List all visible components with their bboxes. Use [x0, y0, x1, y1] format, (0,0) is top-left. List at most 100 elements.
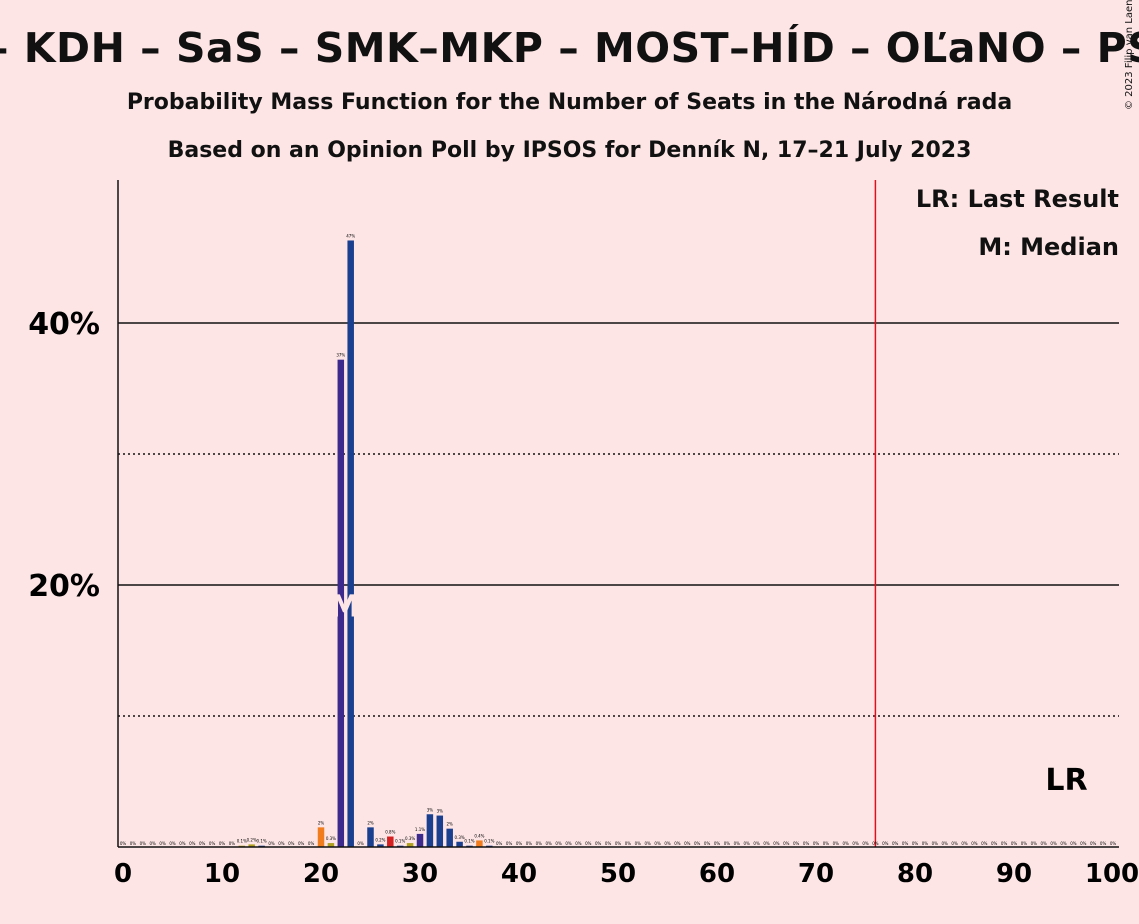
data-label: 0%	[862, 841, 869, 846]
bar	[347, 240, 354, 848]
data-label: 0%	[922, 841, 929, 846]
data-label: 0%	[189, 841, 196, 846]
bar	[367, 827, 374, 847]
data-label: 0%	[724, 841, 731, 846]
data-label: 0%	[516, 841, 523, 846]
data-label: 0%	[645, 841, 652, 846]
chart-subtitle: Probability Mass Function for the Number…	[126, 90, 1013, 115]
bar-series	[238, 240, 493, 848]
bar	[387, 836, 394, 847]
bar	[426, 814, 434, 847]
data-label: 0%	[506, 841, 513, 846]
data-label: 0%	[981, 841, 988, 846]
data-label: 0.1%	[484, 839, 494, 844]
x-tick-label: 50	[600, 859, 636, 889]
data-label: 0%	[565, 841, 572, 846]
bar	[248, 844, 255, 847]
data-label: 0%	[159, 841, 166, 846]
data-label: 0%	[753, 841, 760, 846]
data-label: 0.1%	[257, 839, 267, 844]
data-label: 0%	[654, 841, 661, 846]
data-label: 0%	[357, 841, 364, 846]
data-label: 0%	[942, 841, 949, 846]
x-tick-label: 100	[1085, 859, 1139, 889]
data-label: 0%	[140, 841, 147, 846]
data-label: 0%	[1041, 841, 1048, 846]
data-label: 0%	[1011, 841, 1018, 846]
data-label: 0%	[694, 841, 701, 846]
data-label: 0%	[852, 841, 859, 846]
data-label: 0%	[912, 841, 919, 846]
x-tick-label: 70	[798, 859, 834, 889]
data-label: 0%	[130, 841, 137, 846]
data-label: 0%	[1001, 841, 1008, 846]
data-label: 0%	[179, 841, 186, 846]
y-tick-label: 40%	[28, 307, 100, 342]
y-tick-label: 20%	[28, 569, 100, 604]
data-label: 0%	[199, 841, 206, 846]
data-label: 0%	[971, 841, 978, 846]
data-label: 0%	[773, 841, 780, 846]
data-label: 0.3%	[455, 835, 465, 840]
data-label: 0%	[1070, 841, 1077, 846]
legend-median: M: Median	[978, 233, 1119, 261]
data-label: 0%	[595, 841, 602, 846]
data-label: 0%	[882, 841, 889, 846]
data-label: 0.3%	[405, 836, 415, 841]
data-label: 0%	[674, 841, 681, 846]
axes	[117, 180, 1119, 848]
median-marker: M	[330, 589, 360, 624]
data-label: 0%	[278, 841, 285, 846]
data-label: 0%	[902, 841, 909, 846]
data-label: 0%	[585, 841, 592, 846]
data-label: 0%	[951, 841, 958, 846]
last-result-marker: LR	[1045, 763, 1087, 798]
data-label: 0%	[288, 841, 295, 846]
data-label: 0%	[209, 841, 216, 846]
data-label: 0%	[744, 841, 751, 846]
data-label: 0%	[150, 841, 157, 846]
data-label: 0%	[219, 841, 226, 846]
bar	[416, 833, 424, 847]
bar	[406, 843, 414, 847]
data-label: 0%	[823, 841, 830, 846]
data-label: 0%	[684, 841, 691, 846]
data-label: 0.1%	[395, 839, 405, 844]
data-label: 0%	[734, 841, 741, 846]
data-label: 0%	[268, 841, 275, 846]
data-label: 0%	[843, 841, 850, 846]
x-tick-label: 40	[501, 859, 537, 889]
data-label: 3%	[437, 809, 444, 814]
x-tick-label: 20	[303, 859, 339, 889]
data-label: 0%	[546, 841, 553, 846]
data-label: 0%	[120, 841, 127, 846]
data-label: 0%	[793, 841, 800, 846]
data-label: 0%	[664, 841, 671, 846]
chart-title: – KDH – SaS – SMK–MKP – MOST–HÍD – OĽaNO…	[0, 24, 1139, 72]
data-label: 2%	[447, 822, 454, 827]
data-label: 0%	[1031, 841, 1038, 846]
x-tick-label: 10	[204, 859, 240, 889]
data-label: 0.1%	[237, 839, 247, 844]
data-label: 0%	[169, 841, 176, 846]
data-label: 0.8%	[385, 830, 395, 835]
data-label: 0%	[932, 841, 939, 846]
legend-last-result: LR: Last Result	[915, 185, 1119, 213]
tick-labels: 0% 0% 0% 0% 0% 0% 0% 0% 0% 0% 0% 0% 0% 0% 0% 0% 0% 0% 0% 0%…	[28, 233, 1139, 889]
bar	[456, 841, 463, 847]
x-tick-label: 30	[402, 859, 438, 889]
x-tick-label: 60	[699, 859, 735, 889]
data-label: 0%	[1080, 841, 1087, 846]
data-label: 0%	[605, 841, 612, 846]
data-label: 0%	[526, 841, 533, 846]
bar	[446, 828, 453, 847]
data-label: 47%	[346, 233, 355, 238]
chart-source-line: Based on an Opinion Poll by IPSOS for De…	[167, 138, 972, 163]
data-label: 0%	[298, 841, 305, 846]
x-tick-label: 80	[897, 859, 933, 889]
data-label: 0%	[803, 841, 810, 846]
data-label: 3%	[427, 807, 434, 812]
data-label: 0.3%	[326, 836, 336, 841]
data-label: 0%	[763, 841, 770, 846]
data-label: 37%	[336, 353, 345, 358]
